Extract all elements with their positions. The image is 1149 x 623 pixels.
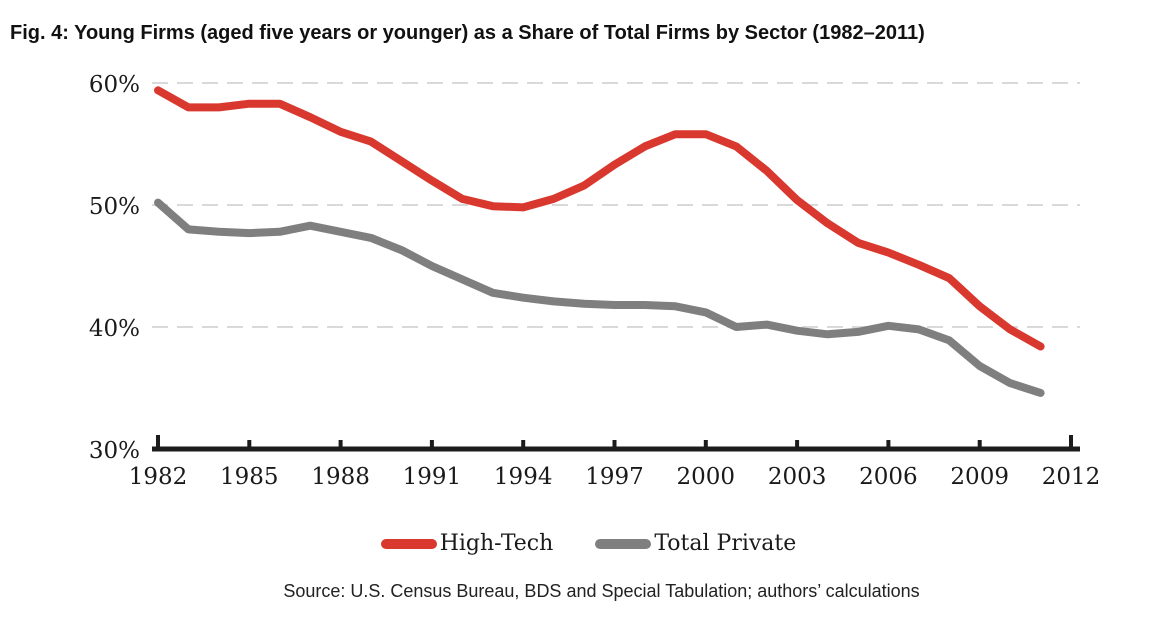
figure-title: Fig. 4: Young Firms (aged five years or … (10, 22, 925, 44)
x-axis-tick-label: 2012 (1042, 464, 1101, 490)
x-axis-tick-label: 2006 (859, 464, 918, 490)
x-axis-tick-label: 1988 (311, 464, 370, 490)
y-axis-tick-label: 50% (89, 194, 140, 220)
x-axis-tick-label: 1994 (494, 464, 553, 490)
x-axis-tick-label: 1982 (129, 464, 188, 490)
line-chart: 30% 40% 50% 60% 1982 1985 1988 1991 1994 1997 2000… (89, 72, 1101, 490)
high-tech-line (154, 86, 1045, 351)
legend-item-high-tech: High-Tech (380, 531, 554, 556)
x-axis-tick-label: 1991 (403, 464, 462, 490)
y-axis-tick-label: 60% (89, 72, 140, 98)
source-note: Source: U.S. Census Bureau, BDS and Spec… (283, 581, 920, 601)
x-axis-tick-label: 2009 (950, 464, 1009, 490)
total-private-legend-label: Total Private (654, 531, 797, 556)
high-tech-legend-label: High-Tech (439, 531, 554, 556)
total-private-legend-swatch (595, 538, 652, 549)
total-private-line (154, 198, 1045, 397)
x-axis-tick-label: 1985 (220, 464, 279, 490)
y-axis-tick-label: 30% (89, 438, 140, 464)
chart-legend: High-Tech Total Private (14, 531, 1149, 556)
x-axis-tick-label: 1997 (585, 464, 644, 490)
legend-item-total-private: Total Private (595, 531, 796, 556)
x-axis-tick-label: 2003 (768, 464, 827, 490)
x-axis-tick-label: 2000 (677, 464, 736, 490)
y-axis-tick-label: 40% (89, 316, 140, 342)
high-tech-legend-swatch (380, 538, 437, 549)
